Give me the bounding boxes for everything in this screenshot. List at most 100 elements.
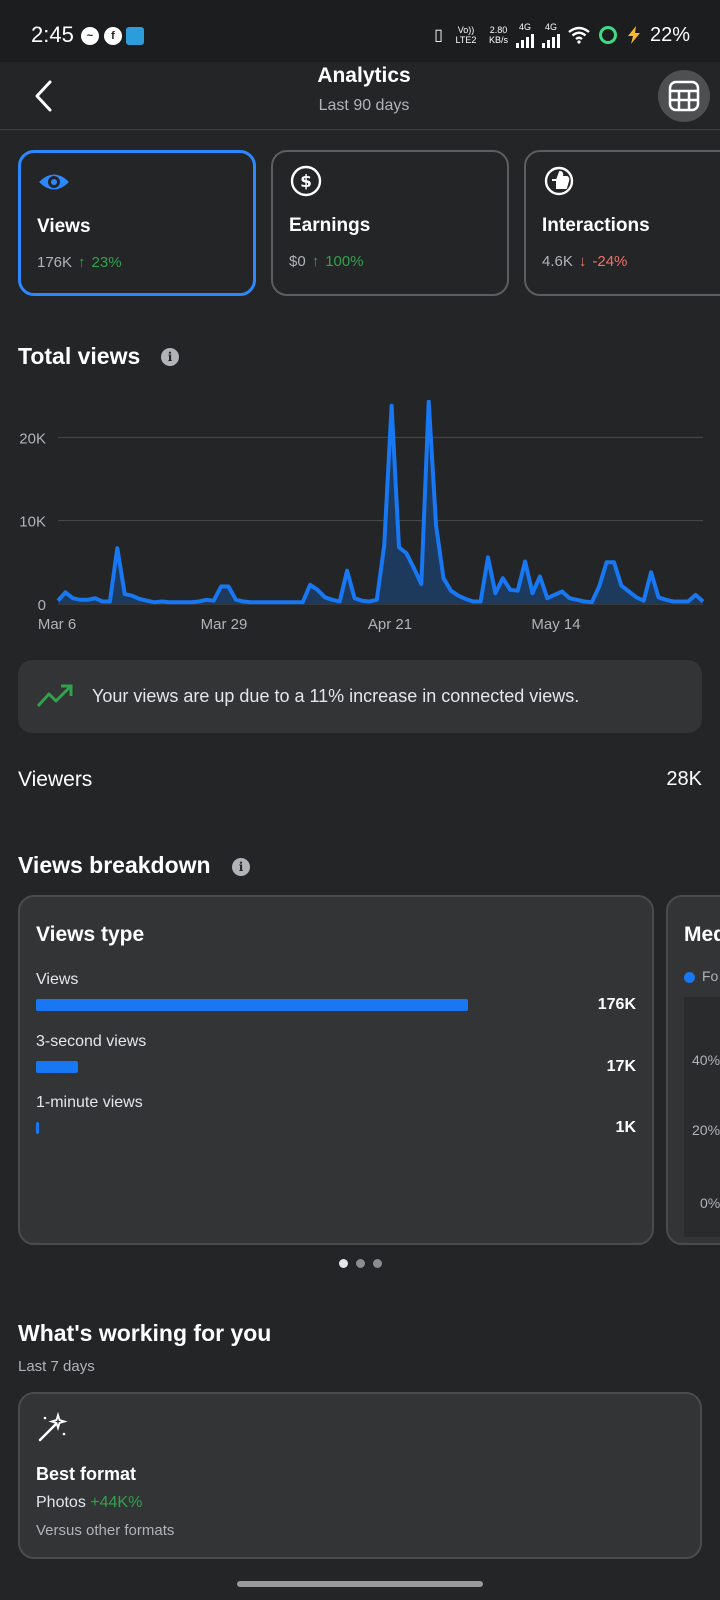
signal-bars-icon bbox=[541, 32, 560, 48]
eye-icon bbox=[39, 174, 69, 190]
magic-wand-icon bbox=[38, 1412, 68, 1442]
viewers-value: 28K bbox=[666, 768, 702, 790]
carousel-dot[interactable] bbox=[339, 1259, 348, 1268]
speed-unit: KB/s bbox=[488, 35, 508, 45]
wifi-icon bbox=[568, 26, 590, 44]
best-format-title: Best format bbox=[36, 1464, 137, 1484]
metric-value: $0 bbox=[289, 253, 306, 270]
speed-value: 2.80 bbox=[489, 25, 508, 35]
table-view-button[interactable] bbox=[658, 70, 710, 122]
best-format-card[interactable]: Best format Photos +44K% Versus other fo… bbox=[18, 1392, 702, 1559]
views-type-card: Views type Views 176K 3-second views 17K… bbox=[18, 895, 654, 1245]
metric-label: Views bbox=[37, 216, 91, 237]
y-axis-labels: 0 10K 20K bbox=[19, 430, 46, 614]
table-icon bbox=[668, 80, 700, 112]
vibrate-icon: ▯ bbox=[434, 27, 443, 44]
media-card-peek[interactable]: Med Fo 40% 20% 0% bbox=[666, 895, 720, 1245]
home-indicator[interactable] bbox=[237, 1581, 483, 1587]
working-title: What's working for you bbox=[18, 1320, 272, 1346]
svg-text:$: $ bbox=[300, 172, 312, 192]
page-subtitle: Last 90 days bbox=[318, 97, 410, 114]
x-tick-label: Mar 29 bbox=[201, 616, 248, 633]
legend-dot bbox=[684, 972, 695, 983]
carousel-dot[interactable] bbox=[373, 1259, 382, 1268]
ring-status-icon bbox=[598, 26, 617, 44]
dollar-icon: $ bbox=[290, 165, 322, 197]
format-note: Versus other formats bbox=[36, 1522, 175, 1539]
y-tick-label: 20K bbox=[19, 430, 46, 447]
back-button[interactable] bbox=[30, 78, 60, 114]
views-breakdown-title: Views breakdown bbox=[18, 852, 211, 878]
metric-change: -24% bbox=[592, 253, 628, 270]
three-second-views-bar bbox=[36, 1061, 78, 1073]
arrow-down-icon: ↓ bbox=[578, 253, 587, 270]
trending-up-icon bbox=[36, 684, 73, 708]
signal-2: 4G bbox=[541, 22, 560, 48]
signal-2-label: 4G bbox=[544, 22, 557, 32]
metric-change: 100% bbox=[325, 253, 364, 270]
signal-bars-icon bbox=[515, 32, 534, 48]
views-line bbox=[56, 400, 705, 605]
facebook-icon: f bbox=[104, 27, 122, 45]
row-label: Views bbox=[36, 971, 79, 988]
metric-card-views[interactable]: Views 176K ↑ 23% bbox=[18, 150, 256, 296]
insight-text: Your views are up due to a 11% increase … bbox=[92, 686, 580, 706]
metric-change: 23% bbox=[91, 254, 122, 271]
legend-label: Fo bbox=[702, 968, 719, 984]
metric-value: 176K bbox=[37, 254, 73, 271]
arrow-up-icon: ↑ bbox=[78, 254, 86, 271]
x-tick-label: May 14 bbox=[531, 616, 580, 633]
metric-value-row: 176K ↑ 23% bbox=[37, 254, 122, 271]
status-right: ▯ Vo)) LTE2 2.80 KB/s 4G 4G 22% bbox=[434, 22, 690, 48]
y-tick-label: 10K bbox=[19, 514, 46, 531]
media-chart-area bbox=[684, 997, 720, 1237]
working-subtitle: Last 7 days bbox=[18, 1358, 95, 1375]
metric-value-row: 4.6K ↓ -24% bbox=[542, 253, 627, 270]
row-label: 1-minute views bbox=[36, 1094, 143, 1111]
x-tick-label: Apr 21 bbox=[368, 616, 412, 633]
info-icon[interactable]: i bbox=[161, 348, 179, 366]
messenger-icon: ~ bbox=[81, 27, 99, 45]
metric-card-interactions[interactable]: Interactions 4.6K ↓ -24% bbox=[524, 150, 720, 296]
views-type-title: Views type bbox=[36, 923, 145, 946]
metric-value: 4.6K bbox=[542, 253, 573, 270]
battery-charging-icon bbox=[627, 26, 640, 44]
tick-label: 40% bbox=[692, 1052, 720, 1068]
views-bar bbox=[36, 999, 468, 1011]
metric-label: Earnings bbox=[289, 215, 371, 236]
status-bar: 2:45 ~ f ▯ Vo)) LTE2 2.80 KB/s 4G 4G 22% bbox=[0, 0, 720, 62]
tick-label: 20% bbox=[692, 1122, 720, 1138]
insight-banner: Your views are up due to a 11% increase … bbox=[18, 660, 702, 733]
status-time: 2:45 bbox=[31, 22, 74, 47]
row-value: 17K bbox=[606, 1058, 636, 1075]
metric-value-row: $0 ↑ 100% bbox=[289, 253, 364, 270]
signal-1: 4G bbox=[515, 22, 534, 48]
metric-card-earnings[interactable]: $ Earnings $0 ↑ 100% bbox=[271, 150, 509, 296]
x-axis-labels: Mar 6 Mar 29 Apr 21 May 14 bbox=[38, 616, 581, 633]
carousel-dot[interactable] bbox=[356, 1259, 365, 1268]
row-label: 3-second views bbox=[36, 1033, 147, 1050]
format-change: +44K% bbox=[90, 1494, 143, 1511]
y-tick-label: 0 bbox=[38, 597, 46, 614]
app-header bbox=[0, 62, 720, 130]
signal-1-label: 4G bbox=[518, 22, 531, 32]
info-icon[interactable]: i bbox=[232, 858, 250, 876]
metric-label: Interactions bbox=[542, 215, 650, 236]
app-notification-icon bbox=[126, 27, 144, 45]
total-views-chart: 0 10K 20K Mar 6 Mar 29 Apr 21 May 14 bbox=[19, 400, 705, 633]
thumbs-up-icon bbox=[544, 166, 574, 196]
row-value: 176K bbox=[597, 996, 636, 1013]
x-tick-label: Mar 6 bbox=[38, 616, 76, 633]
one-minute-views-bar bbox=[36, 1122, 39, 1134]
carousel-dots bbox=[339, 1259, 382, 1268]
network-label: Vo)) LTE2 bbox=[455, 25, 477, 45]
viewers-label: Viewers bbox=[18, 768, 93, 791]
tick-label: 0% bbox=[700, 1195, 720, 1211]
row-value: 1K bbox=[615, 1119, 636, 1136]
total-views-title: Total views bbox=[18, 343, 141, 369]
page-title: Analytics bbox=[317, 64, 411, 87]
speed-indicator: 2.80 KB/s bbox=[489, 25, 508, 45]
format-name: Photos bbox=[36, 1494, 86, 1511]
arrow-up-icon: ↑ bbox=[311, 253, 320, 270]
battery-percent: 22% bbox=[649, 23, 690, 46]
